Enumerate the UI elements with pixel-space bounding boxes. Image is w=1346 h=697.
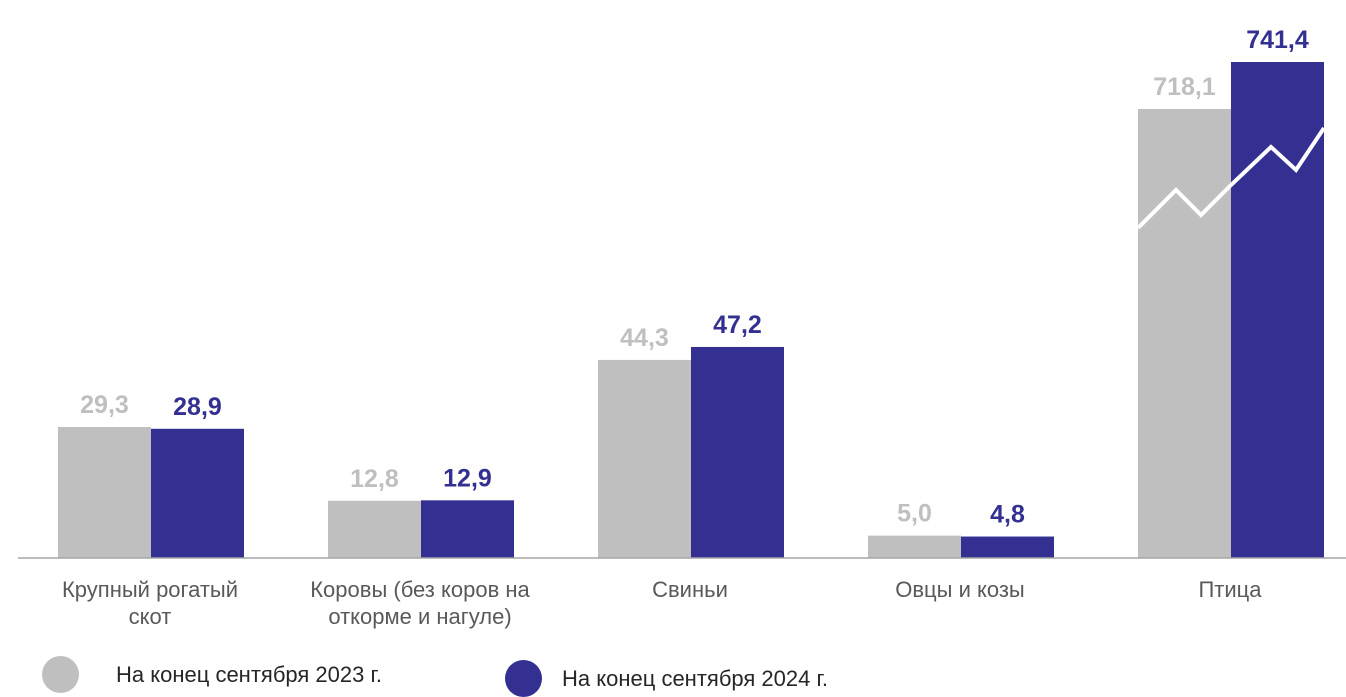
bar-0-0 <box>58 427 151 558</box>
legend-swatch-2024 <box>505 660 542 697</box>
category-label: Овцы и козы <box>830 576 1090 603</box>
category-label-line: скот <box>128 604 172 629</box>
legend-label-2023: На конец сентября 2023 г. <box>116 661 382 687</box>
data-label-0-2: 44,3 <box>620 324 669 352</box>
bar-0-4 <box>1138 109 1231 558</box>
bar-1-0 <box>151 428 244 558</box>
legend-item-2023: На конец сентября 2023 г. <box>42 656 382 693</box>
category-label-line: откорме и нагуле) <box>328 604 512 629</box>
data-label-1-4: 741,4 <box>1246 26 1309 54</box>
bar-1-2 <box>691 346 784 558</box>
bar-1-1 <box>421 500 514 558</box>
bar-1-4 <box>1231 62 1324 558</box>
category-label: Птица <box>1100 576 1346 603</box>
data-label-1-0: 28,9 <box>173 393 222 421</box>
data-label-1-3: 4,8 <box>990 501 1025 529</box>
category-label-line: Свиньи <box>652 577 728 602</box>
category-label: Крупный рогатый скот <box>20 576 280 630</box>
data-label-1-1: 12,9 <box>443 464 492 492</box>
category-label-line: Коровы (без коров на <box>310 577 530 602</box>
data-label-0-0: 29,3 <box>80 391 129 419</box>
data-label-1-2: 47,2 <box>713 311 762 339</box>
category-label-line: Крупный рогатый <box>61 577 239 602</box>
bar-1-3 <box>961 536 1054 558</box>
legend-swatch-2023 <box>42 656 79 693</box>
category-label: Коровы (без коров на откорме и нагуле) <box>290 576 550 630</box>
bar-chart: 29,3 12,8 44,3 5,0 718,1 28,9 12,9 47,2 4,8 741,4 <box>18 26 1346 559</box>
bar-0-3 <box>868 535 961 558</box>
category-label: Свиньи <box>560 576 820 603</box>
data-label-0-4: 718,1 <box>1153 73 1216 101</box>
legend-label-2024: На конец сентября 2024 г. <box>562 665 828 691</box>
axis-break-mark <box>1136 126 1326 230</box>
category-label-line: Птица <box>1198 577 1262 602</box>
category-label-line: Овцы и козы <box>895 577 1025 602</box>
legend-item-2024: На конец сентября 2024 г. <box>505 660 828 697</box>
data-label-0-3: 5,0 <box>897 500 932 528</box>
bar-0-2 <box>598 359 691 558</box>
bar-0-1 <box>328 500 421 558</box>
data-label-0-1: 12,8 <box>350 465 399 493</box>
